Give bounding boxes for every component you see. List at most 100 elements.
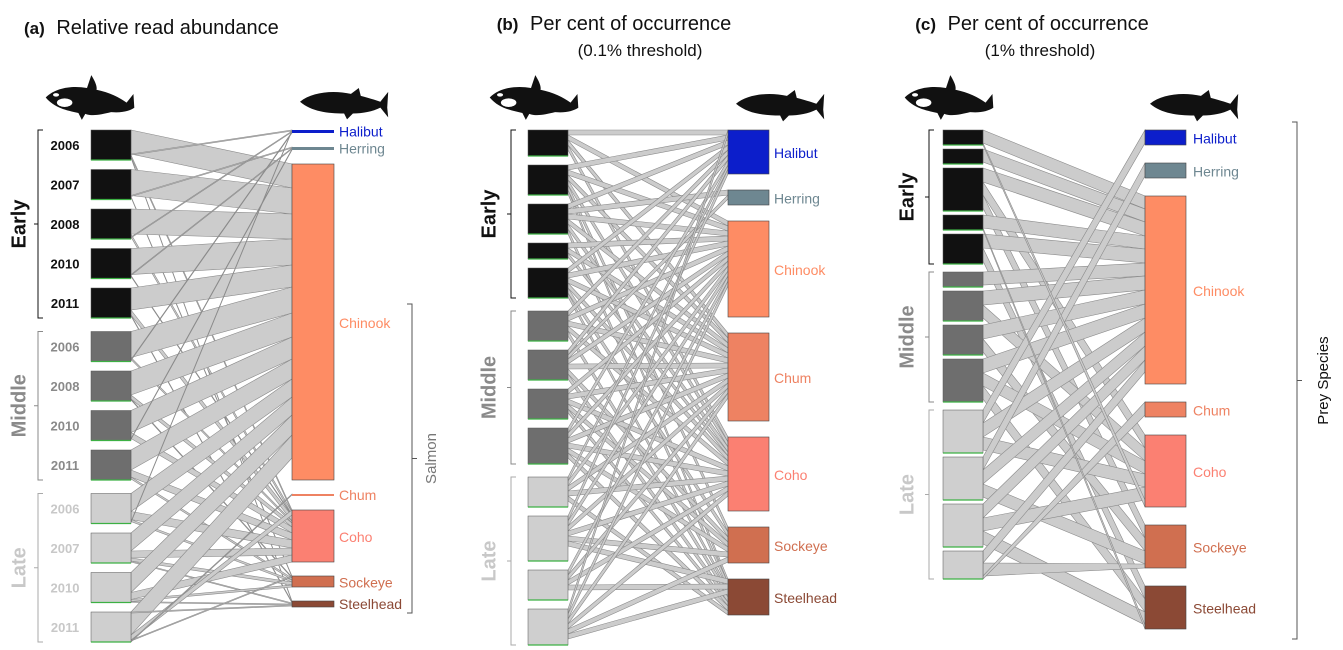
year-label: 2006 (51, 138, 80, 153)
season-year-node (527, 515, 569, 562)
season-year-node (90, 410, 132, 441)
salmon-icon (300, 88, 389, 120)
prey-node (292, 147, 334, 150)
season-year-node (942, 129, 984, 146)
season-label: Middle (8, 374, 30, 437)
year-label: 2007 (51, 178, 80, 193)
season-year-node (527, 569, 569, 601)
season-year-node (527, 164, 569, 196)
panel-c-title: Per cent of occurrence (948, 13, 1149, 35)
season-year-node (90, 248, 132, 279)
nodes: 2006 2007 2008 2010 2011 2006 2008 2010 2011 2006… (8, 124, 440, 643)
prey-label: Steelhead (774, 590, 837, 606)
prey-node (727, 332, 770, 422)
prey-label: Chum (774, 370, 811, 386)
prey-node (291, 575, 335, 588)
prey-label: Halibut (774, 145, 818, 161)
prey-node (1144, 195, 1187, 385)
prey-node (727, 526, 770, 564)
prey-label: Chinook (774, 262, 826, 278)
prey-label: Coho (1193, 464, 1227, 480)
links (567, 129, 729, 640)
prey-node (1144, 434, 1187, 508)
prey-label: Steelhead (1193, 601, 1256, 617)
prey-label: Herring (1193, 164, 1239, 180)
season-label: Middle (478, 356, 500, 419)
prey-node (1144, 162, 1187, 179)
prey-label: Steelhead (339, 596, 402, 612)
salmon-icon (1150, 90, 1239, 122)
season-year-node (942, 233, 984, 265)
prey-node (291, 509, 335, 563)
season-label: Late (478, 540, 500, 581)
prey-label: Halibut (339, 124, 383, 140)
season-year-node (942, 550, 984, 580)
year-label: 2010 (51, 419, 80, 434)
season-label: Early (478, 189, 500, 239)
prey-node (727, 436, 770, 512)
prey-label: Herring (774, 191, 820, 207)
prey-label: Herring (339, 141, 385, 157)
season-year-node (90, 572, 132, 603)
panel-b-tag: (b) (497, 15, 519, 34)
season-bracket (510, 476, 516, 646)
nodes: Early Middle Late Halibut Herring Chinook Chum… (896, 121, 1332, 640)
prey-node (1144, 129, 1187, 146)
group-bracket-label: Salmon (423, 433, 440, 484)
prey-label: Chum (1193, 403, 1230, 419)
svg-text:(b) Per cent of occurren: (b) Per cent of occurrence (497, 13, 732, 35)
panel-a-title: Relative read abundance (56, 17, 278, 39)
season-bracket (928, 409, 934, 580)
panel-a-tag: (a) (24, 19, 45, 38)
season-year-node (942, 358, 984, 403)
panel-b-title: Per cent of occurrence (530, 13, 731, 35)
season-bracket (928, 271, 934, 403)
season-year-node (90, 129, 132, 161)
season-year-node (942, 503, 984, 548)
season-label: Late (896, 474, 918, 515)
nodes: Early Middle Late Halibut Herring Chinook Chum… (478, 129, 837, 646)
group-bracket-label: Prey Species (1315, 336, 1332, 424)
season-year-node (942, 271, 984, 288)
year-label: 2011 (51, 458, 79, 473)
season-bracket (510, 310, 516, 465)
prey-label: Chum (339, 487, 376, 503)
season-year-node (527, 388, 569, 420)
season-label: Middle (896, 305, 918, 368)
season-year-node (90, 493, 132, 524)
prey-label: Halibut (1193, 131, 1237, 147)
season-year-node (90, 611, 132, 643)
season-year-node (90, 449, 132, 481)
season-bracket (37, 129, 43, 319)
season-year-node (90, 370, 132, 402)
svg-text:(c) Per cent of occurren: (c) Per cent of occurrence (915, 13, 1149, 35)
orca-icon (904, 75, 994, 120)
flow-link (567, 362, 729, 370)
panel-c-subtitle: (1% threshold) (985, 41, 1096, 60)
season-label: Early (8, 199, 30, 249)
season-year-node (942, 409, 984, 454)
prey-node (291, 600, 335, 608)
season-year-node (90, 169, 132, 200)
season-bracket (510, 129, 516, 299)
season-year-node (527, 267, 569, 299)
season-year-node (942, 324, 984, 356)
season-year-node (90, 287, 132, 319)
prey-label: Chinook (339, 315, 391, 331)
panel-b: (b) Per cent of occurrence (0.1% thresho… (478, 13, 837, 646)
panel-c-tag: (c) (915, 15, 936, 34)
season-year-node (90, 532, 132, 564)
prey-node (1144, 524, 1187, 569)
panel-a: (a) Relative read abundance 2006 2007 2008… (8, 17, 440, 643)
prey-label: Sockeye (339, 575, 393, 591)
prey-label: Sockeye (774, 538, 828, 554)
group-bracket (1292, 121, 1298, 640)
year-label: 2008 (51, 379, 80, 394)
season-year-node (527, 129, 569, 157)
flow-link (130, 208, 293, 240)
season-year-node (942, 148, 984, 165)
prey-node (727, 189, 770, 206)
prey-node (292, 494, 334, 496)
season-year-node (527, 476, 569, 508)
